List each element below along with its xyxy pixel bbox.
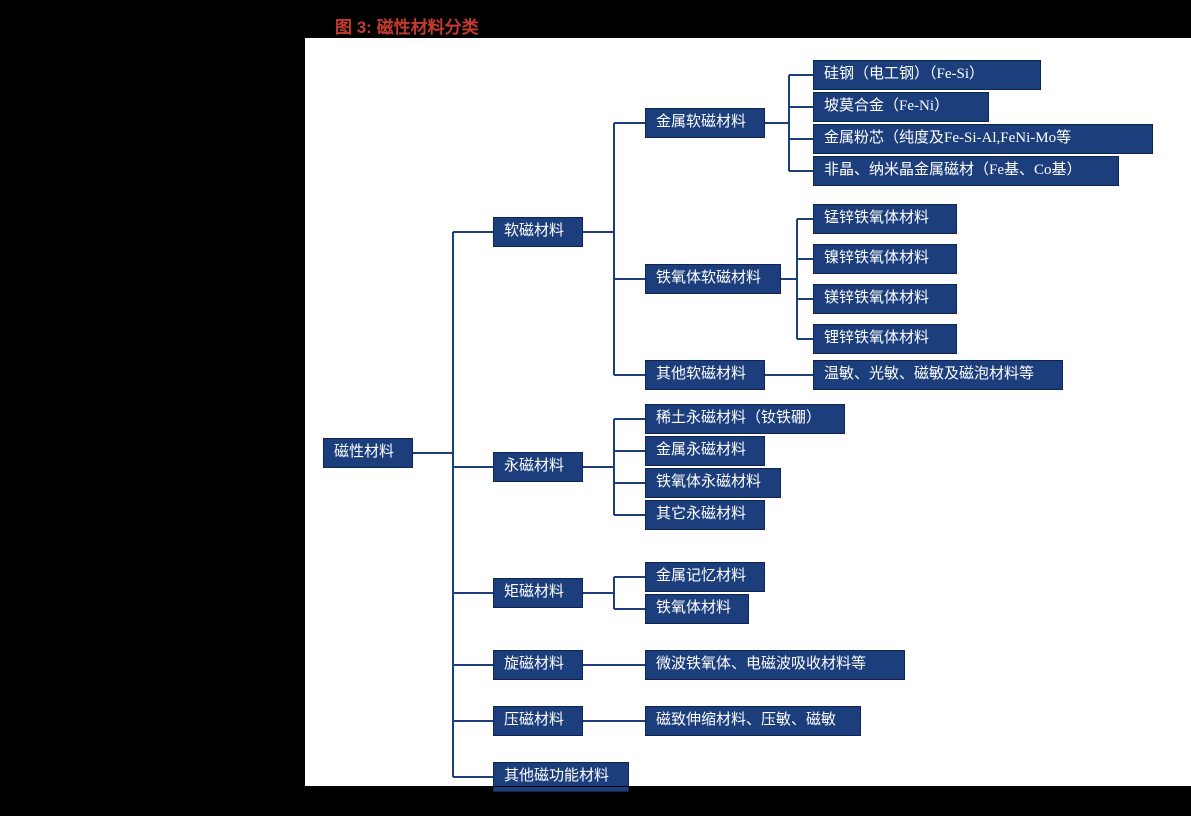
node-l2-other: 其他磁功能材料 bbox=[493, 762, 629, 792]
node-l3-rare_perm: 稀土永磁材料（钕铁硼） bbox=[645, 404, 845, 434]
node-l3-microwave: 微波铁氧体、电磁波吸收材料等 bbox=[645, 650, 905, 680]
node-l3-ferrite_perm: 铁氧体永磁材料 bbox=[645, 468, 781, 498]
node-l4-2: 金属粉芯（纯度及Fe-Si-Al,FeNi-Mo等 bbox=[813, 124, 1153, 154]
node-l3-memory: 金属记忆材料 bbox=[645, 562, 765, 592]
figure-number: 图 3: bbox=[335, 18, 372, 37]
node-l2-rect: 矩磁材料 bbox=[493, 578, 583, 608]
diagram-panel: 磁性材料软磁材料永磁材料矩磁材料旋磁材料压磁材料其他磁功能材料金属软磁材料铁氧体… bbox=[305, 38, 1191, 786]
page-frame: 图 3: 磁性材料分类 磁性材料 软磁材料永磁材料矩磁材料旋磁材料压磁材料其他磁功… bbox=[0, 0, 1191, 816]
node-l3-magnetostrict: 磁致伸缩材料、压敏、磁敏 bbox=[645, 706, 861, 736]
node-l2-spin: 旋磁材料 bbox=[493, 650, 583, 680]
node-root: 磁性材料 bbox=[323, 438, 413, 468]
node-l4-5: 镍锌铁氧体材料 bbox=[813, 244, 957, 274]
figure-caption: 磁性材料分类 bbox=[377, 18, 479, 37]
node-l3-ferrite_mat: 铁氧体材料 bbox=[645, 594, 749, 624]
node-l3-metal_perm: 金属永磁材料 bbox=[645, 436, 765, 466]
node-l4-3: 非晶、纳米晶金属磁材（Fe基、Co基） bbox=[813, 156, 1119, 186]
node-l2-soft: 软磁材料 bbox=[493, 217, 583, 247]
node-l2-perm: 永磁材料 bbox=[493, 452, 583, 482]
node-l4-0: 硅钢（电工钢）（Fe-Si） bbox=[813, 60, 1041, 90]
node-l3-other_perm: 其它永磁材料 bbox=[645, 500, 765, 530]
node-l3-other_soft: 其他软磁材料 bbox=[645, 360, 765, 390]
node-l4-4: 锰锌铁氧体材料 bbox=[813, 204, 957, 234]
node-l4-8: 温敏、光敏、磁敏及磁泡材料等 bbox=[813, 360, 1063, 390]
node-l2-piezo: 压磁材料 bbox=[493, 706, 583, 736]
node-l4-6: 镁锌铁氧体材料 bbox=[813, 284, 957, 314]
figure-title: 图 3: 磁性材料分类 bbox=[335, 13, 479, 38]
node-l3-metal_soft: 金属软磁材料 bbox=[645, 108, 765, 138]
node-l4-1: 坡莫合金（Fe-Ni） bbox=[813, 92, 989, 122]
node-l4-7: 锂锌铁氧体材料 bbox=[813, 324, 957, 354]
node-l3-ferrite_soft: 铁氧体软磁材料 bbox=[645, 264, 781, 294]
panel-bottom-rule bbox=[305, 786, 1191, 787]
